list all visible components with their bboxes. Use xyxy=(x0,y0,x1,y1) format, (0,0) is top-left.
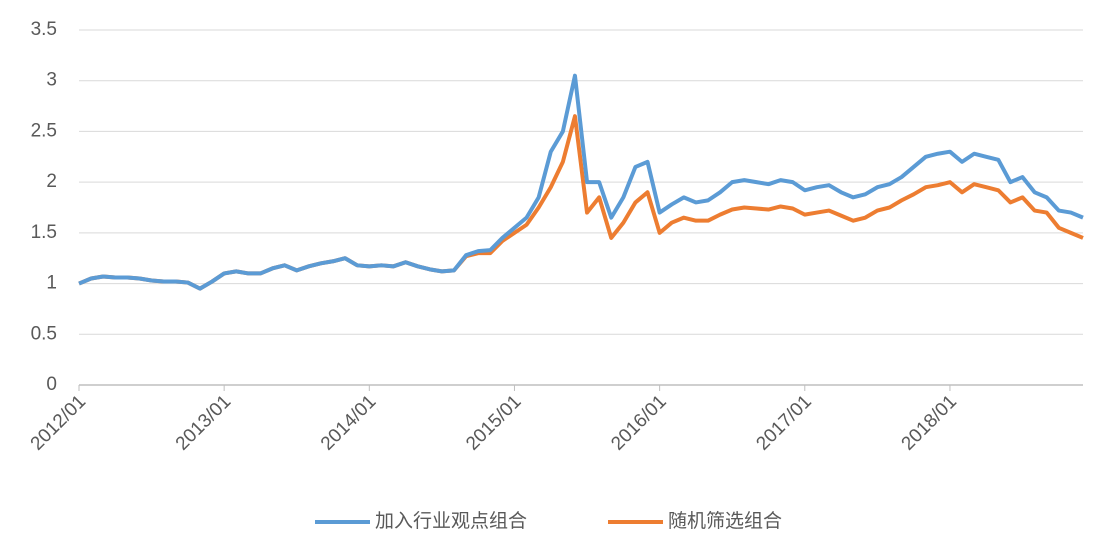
y-tick-label: 3 xyxy=(46,70,57,91)
series-line xyxy=(78,73,1084,291)
x-tick-label: 2017/01 xyxy=(752,391,815,454)
x-tick-label: 2016/01 xyxy=(607,391,670,454)
x-tick-label: 2014/01 xyxy=(317,391,380,454)
y-tick-label: 2 xyxy=(46,171,57,192)
x-tick-label: 2018/01 xyxy=(898,391,961,454)
y-tick-label: 3.5 xyxy=(31,19,57,40)
legend-label: 随机筛选组合 xyxy=(668,510,782,532)
y-tick-label: 1.5 xyxy=(31,222,57,243)
y-tick-label: 1 xyxy=(46,273,57,294)
y-tick-label: 0 xyxy=(46,374,57,395)
x-tick-label: 2012/01 xyxy=(27,391,90,454)
y-tick-label: 2.5 xyxy=(31,120,57,141)
x-tick-label: 2013/01 xyxy=(172,391,235,454)
legend-label: 加入行业观点组合 xyxy=(375,510,527,532)
x-tick-label: 2015/01 xyxy=(462,391,525,454)
y-tick-label: 0.5 xyxy=(31,323,57,344)
